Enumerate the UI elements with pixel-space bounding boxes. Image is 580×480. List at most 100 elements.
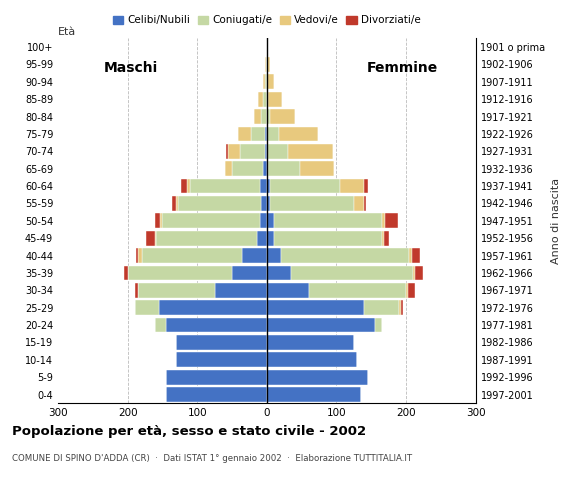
Bar (267, 318, 375, 333)
Bar (176, 196, 177, 211)
Bar (181, 179, 187, 193)
Bar (267, 161, 268, 176)
Bar (166, 387, 267, 402)
Text: Femmine: Femmine (367, 61, 438, 75)
Bar (267, 214, 274, 228)
Bar (270, 179, 340, 193)
Bar (384, 231, 389, 246)
Text: Popolazione per età, sesso e stato civile - 2002: Popolazione per età, sesso e stato civil… (12, 425, 366, 438)
Bar (263, 92, 267, 107)
Bar (176, 335, 267, 350)
Bar (375, 318, 382, 333)
Bar (261, 109, 267, 124)
Bar (408, 283, 415, 298)
Bar (159, 300, 267, 315)
Bar (264, 57, 266, 72)
Bar (385, 214, 398, 228)
Bar (252, 127, 266, 141)
Bar (267, 92, 268, 107)
Bar (267, 231, 274, 246)
Bar (364, 179, 368, 193)
Bar (138, 283, 215, 298)
Bar (155, 214, 160, 228)
Bar (270, 196, 354, 211)
Bar (136, 248, 138, 263)
Bar (267, 300, 364, 315)
Bar (162, 214, 260, 228)
Bar (266, 57, 267, 72)
Bar (215, 283, 267, 298)
Bar (270, 109, 295, 124)
Bar (309, 283, 406, 298)
Bar (281, 248, 409, 263)
Bar (138, 248, 142, 263)
Bar (382, 231, 384, 246)
Bar (166, 318, 267, 333)
Bar (172, 196, 176, 211)
Bar (299, 161, 334, 176)
Bar (412, 248, 420, 263)
Bar (228, 144, 240, 159)
Text: COMUNE DI SPINO D'ADDA (CR)  ·  Dati ISTAT 1° gennaio 2002  ·  Elaborazione TUTT: COMUNE DI SPINO D'ADDA (CR) · Dati ISTAT… (12, 454, 412, 463)
Bar (364, 196, 367, 211)
Bar (267, 127, 280, 141)
Bar (340, 179, 364, 193)
Bar (406, 283, 408, 298)
Bar (291, 265, 413, 280)
Bar (124, 265, 128, 280)
Bar (268, 92, 282, 107)
Bar (135, 300, 159, 315)
Bar (142, 248, 242, 263)
Bar (155, 231, 156, 246)
Text: Età: Età (58, 27, 76, 36)
Y-axis label: Anno di nascita: Anno di nascita (551, 178, 561, 264)
Bar (258, 92, 263, 107)
Bar (146, 231, 155, 246)
Bar (267, 248, 281, 263)
Bar (364, 300, 399, 315)
Bar (413, 265, 415, 280)
Bar (242, 248, 267, 263)
Bar (267, 335, 354, 350)
Bar (190, 179, 260, 193)
Bar (267, 57, 270, 72)
Bar (401, 300, 403, 315)
Bar (156, 231, 257, 246)
Bar (267, 74, 274, 89)
Bar (187, 179, 190, 193)
Bar (267, 370, 368, 384)
Bar (257, 231, 267, 246)
Text: Maschi: Maschi (104, 61, 158, 75)
Bar (254, 109, 261, 124)
Bar (266, 74, 267, 89)
Bar (268, 161, 299, 176)
Bar (232, 161, 263, 176)
Legend: Celibi/Nubili, Coniugati/e, Vedovi/e, Divorziati/e: Celibi/Nubili, Coniugati/e, Vedovi/e, Di… (109, 11, 425, 30)
Bar (264, 144, 267, 159)
Bar (135, 283, 138, 298)
Bar (354, 196, 364, 211)
Bar (160, 214, 162, 228)
Bar (225, 161, 232, 176)
Bar (266, 127, 267, 141)
Bar (263, 161, 267, 176)
Bar (267, 265, 291, 280)
Bar (267, 144, 288, 159)
Bar (288, 144, 333, 159)
Bar (267, 196, 270, 211)
Bar (415, 265, 423, 280)
Bar (128, 265, 232, 280)
Bar (263, 74, 266, 89)
Bar (267, 387, 361, 402)
Bar (155, 318, 166, 333)
Bar (267, 352, 357, 367)
Bar (382, 214, 385, 228)
Bar (260, 179, 267, 193)
Bar (274, 214, 382, 228)
Bar (177, 196, 261, 211)
Bar (409, 248, 412, 263)
Bar (267, 283, 309, 298)
Bar (267, 179, 270, 193)
Bar (232, 265, 267, 280)
Bar (238, 127, 252, 141)
